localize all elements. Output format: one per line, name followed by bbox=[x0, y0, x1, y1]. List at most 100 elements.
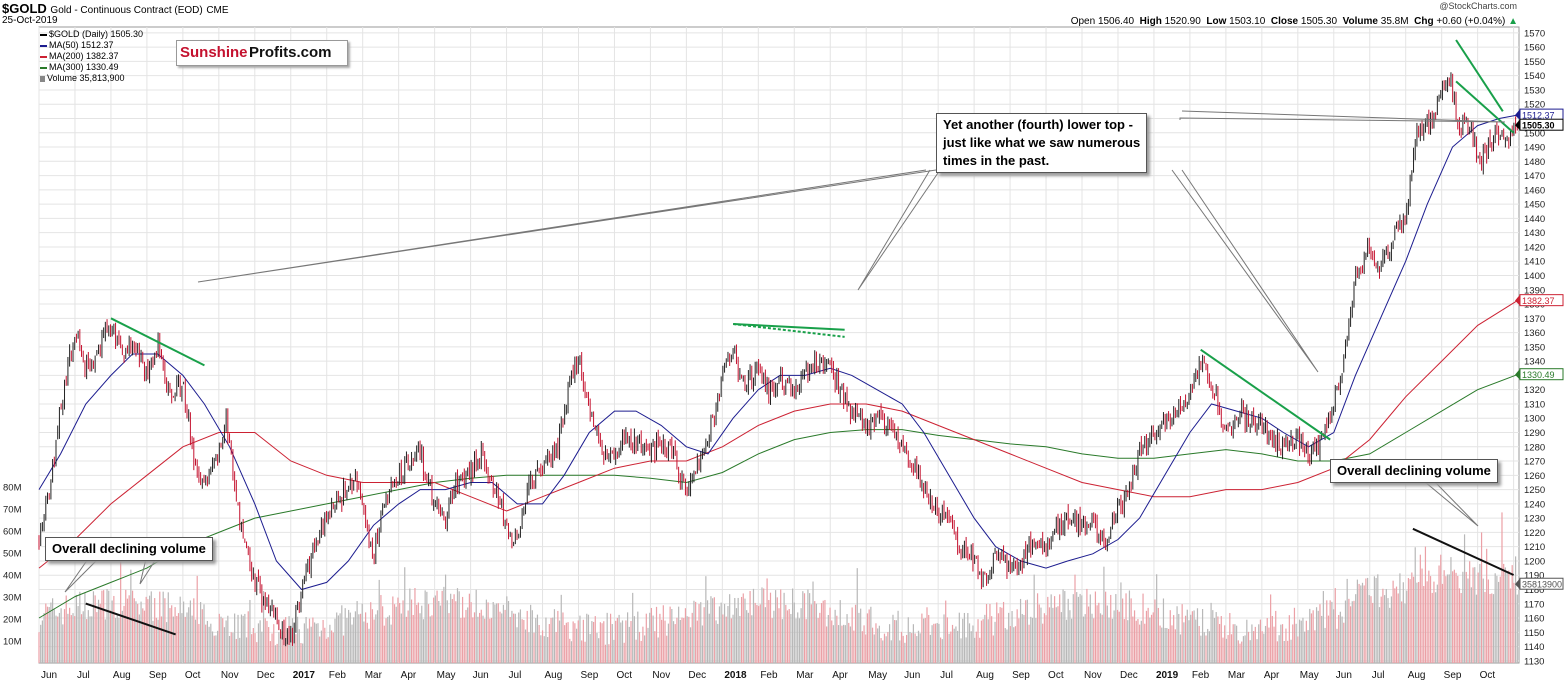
volume-bar bbox=[1431, 592, 1433, 663]
volume-bar bbox=[773, 610, 775, 663]
volume-bar bbox=[912, 624, 914, 663]
volume-bar bbox=[814, 601, 816, 663]
volume-bar bbox=[65, 595, 67, 663]
volume-bar bbox=[484, 618, 486, 663]
volume-bar bbox=[1101, 614, 1103, 663]
volume-bar bbox=[1150, 614, 1153, 663]
value-badge-label: 1505.30 bbox=[1522, 121, 1555, 131]
volume-bar bbox=[676, 617, 678, 663]
volume-bar bbox=[453, 594, 455, 663]
high-label: High bbox=[1139, 16, 1162, 27]
volume-bar bbox=[1190, 614, 1192, 663]
volume-tick-label: 80M bbox=[3, 483, 22, 494]
price-tick-label: 1520 bbox=[1524, 100, 1545, 111]
volume-bar bbox=[1018, 618, 1020, 663]
volume-bar bbox=[1344, 600, 1347, 663]
volume-bar bbox=[518, 612, 520, 663]
volume-bar bbox=[1167, 628, 1170, 663]
volume-bar bbox=[167, 592, 169, 663]
volume-bar bbox=[553, 609, 556, 663]
pointer-line bbox=[139, 558, 157, 585]
volume-bar bbox=[557, 610, 559, 663]
volume-bar bbox=[1270, 594, 1272, 663]
volume-bar bbox=[1479, 563, 1481, 663]
volume-bar bbox=[361, 603, 363, 663]
volume-bar bbox=[739, 615, 741, 663]
volume-bar bbox=[1038, 604, 1040, 663]
volume-bar bbox=[245, 637, 248, 663]
volume-bar bbox=[169, 608, 171, 663]
volume-bar bbox=[1174, 629, 1176, 663]
volume-bar bbox=[1070, 618, 1073, 663]
volume-bar bbox=[824, 599, 826, 663]
volume-bar bbox=[286, 630, 288, 663]
x-tick-label: 2017 bbox=[293, 670, 316, 681]
volume-bar bbox=[929, 634, 932, 663]
volume-bar bbox=[1487, 579, 1489, 663]
volume-bar bbox=[329, 624, 331, 663]
volume-bar bbox=[575, 628, 578, 663]
volume-bar bbox=[1229, 612, 1231, 663]
volume-bar bbox=[1077, 596, 1080, 663]
volume-bar bbox=[261, 631, 263, 663]
volume-bar bbox=[625, 620, 627, 663]
volume-bar bbox=[936, 623, 938, 663]
volume-bar bbox=[722, 614, 724, 663]
volume-bar bbox=[218, 613, 220, 663]
volume-bar bbox=[198, 623, 200, 663]
volume-bar bbox=[788, 609, 790, 663]
volume-bar bbox=[1043, 613, 1045, 663]
volume-bar bbox=[1157, 607, 1159, 663]
volume-bar bbox=[1116, 609, 1119, 663]
volume-bar bbox=[1281, 624, 1284, 663]
price-tick-label: 1180 bbox=[1524, 585, 1544, 596]
volume-bar bbox=[1137, 619, 1139, 663]
volume-bar bbox=[654, 631, 656, 663]
volume-bar bbox=[533, 632, 535, 663]
volume-bar bbox=[1183, 622, 1185, 663]
volume-bar bbox=[395, 606, 397, 663]
volume-bar bbox=[688, 616, 690, 663]
volume-bar bbox=[514, 613, 516, 663]
volume-bar bbox=[1193, 610, 1195, 663]
volume-bar bbox=[749, 591, 751, 663]
volume-bar bbox=[723, 603, 726, 663]
volume-bar bbox=[324, 627, 326, 663]
price-tick-label: 1440 bbox=[1524, 214, 1545, 225]
volume-bar bbox=[475, 589, 477, 663]
volume-bar bbox=[1351, 601, 1353, 663]
volume-bar bbox=[48, 607, 50, 663]
volume-bar bbox=[1009, 626, 1011, 663]
volume-bar bbox=[598, 638, 600, 663]
x-tick-label: Mar bbox=[796, 670, 814, 681]
exchange-name: CME bbox=[206, 5, 229, 16]
volume-bar bbox=[201, 609, 203, 663]
volume-bar bbox=[822, 600, 824, 663]
volume-bar bbox=[1023, 614, 1025, 663]
volume-bar bbox=[812, 581, 814, 663]
x-tick-label: Dec bbox=[1120, 670, 1138, 681]
x-tick-label: Jun bbox=[1336, 670, 1352, 681]
x-tick-label: Nov bbox=[221, 670, 239, 681]
volume-bar bbox=[541, 630, 544, 663]
volume-bar bbox=[547, 637, 549, 663]
volume-bar bbox=[810, 604, 812, 663]
volume-bar bbox=[269, 641, 271, 663]
volume-bar bbox=[671, 609, 673, 663]
volume-bar bbox=[1048, 607, 1051, 663]
volume-bar bbox=[684, 608, 687, 663]
instrument-name: Gold - Continuous Contract (EOD) bbox=[50, 5, 203, 16]
close-label: Close bbox=[1270, 16, 1299, 27]
volume-bar bbox=[844, 625, 846, 663]
volume-bar bbox=[1067, 598, 1069, 663]
volume-bar bbox=[1390, 596, 1393, 663]
volume-bar bbox=[206, 620, 209, 663]
volume-bar bbox=[1207, 628, 1209, 663]
volume-bar bbox=[800, 608, 802, 663]
volume-bar bbox=[97, 599, 100, 663]
volume-bar bbox=[652, 615, 654, 663]
volume-bar bbox=[1506, 571, 1508, 663]
volume-bar bbox=[834, 609, 836, 663]
volume-bar bbox=[45, 603, 47, 663]
chart-symbol: $GOLD Gold - Continuous Contract (EOD) C… bbox=[2, 1, 229, 16]
